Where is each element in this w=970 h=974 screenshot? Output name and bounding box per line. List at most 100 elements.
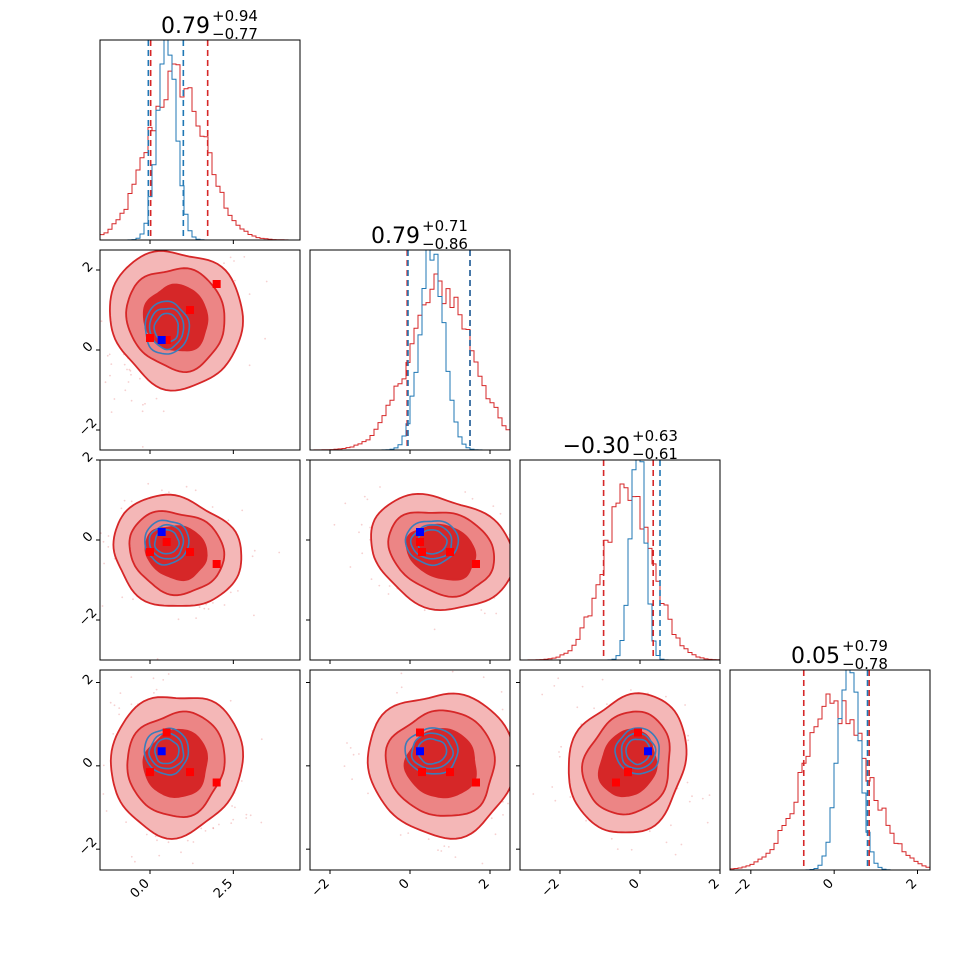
scatter-point [242, 226, 244, 228]
scatter-point [388, 585, 391, 587]
scatter-point [482, 676, 485, 679]
diag-frame-p3 [519, 459, 721, 661]
scatter-point [195, 617, 198, 619]
red-marker [624, 768, 632, 777]
panel-frame [99, 669, 301, 871]
blue-marker [416, 528, 424, 536]
scatter-point [606, 703, 608, 705]
blue-marker [644, 747, 652, 756]
scatter-point [630, 689, 632, 691]
scatter-point [120, 507, 123, 510]
title-minus-p4: −0.78 [842, 655, 888, 673]
red-marker [186, 306, 194, 314]
scatter-point [560, 745, 562, 748]
scatter-point [194, 489, 197, 492]
panel-plot-area-p2-p4 [343, 664, 552, 865]
scatter-point [232, 818, 235, 821]
scatter-point [241, 509, 244, 512]
scatter-point [512, 583, 514, 585]
scatter-point [139, 377, 141, 380]
scatter-point [200, 827, 203, 830]
diag-panel-p2: 0.79 +0.71−0.86 [309, 217, 511, 451]
scatter-point [78, 726, 80, 728]
scatter-point [367, 792, 369, 795]
scatter-point [553, 685, 556, 687]
scatter-point [344, 502, 347, 505]
scatter-point [507, 802, 509, 805]
scatter-point [541, 693, 544, 696]
scatter-point [198, 606, 201, 608]
scatter-point [494, 833, 497, 836]
title-plus-p2: +0.71 [422, 217, 468, 235]
scatter-point [481, 862, 484, 865]
scatter-point [528, 557, 530, 559]
scatter-point [260, 738, 263, 741]
scatter-point [100, 320, 103, 323]
red-marker [472, 778, 480, 787]
histogram-broad-p2 [310, 273, 510, 450]
scatter-point [237, 590, 239, 592]
scatter-point [349, 566, 352, 568]
scatter-point [113, 398, 116, 400]
scatter-point [684, 704, 686, 706]
scatter-point [234, 806, 236, 809]
title-median-p2: 0.79 [371, 224, 420, 249]
scatter-point [207, 608, 210, 610]
scatter-point [398, 666, 400, 668]
panel-p2-p3 [309, 459, 531, 661]
scatter-point [212, 827, 215, 829]
scatter-point [89, 557, 91, 559]
x-tick-label-p3: −2 [539, 876, 563, 900]
panel-p1-p4 [78, 669, 301, 877]
scatter-point [593, 707, 595, 710]
scatter-point [346, 742, 348, 744]
x-tick-label-p3: 0 [626, 876, 642, 892]
scatter-point [260, 821, 263, 824]
scatter-point [230, 822, 233, 824]
scatter-point [128, 368, 131, 371]
scatter-point [109, 701, 112, 704]
scatter-point [125, 821, 127, 823]
diag-plot-area-p1 [100, 40, 300, 240]
blue-contour-1 [410, 732, 455, 770]
scatter-point [234, 279, 236, 282]
scatter-point [127, 381, 130, 383]
scatter-point [529, 566, 531, 568]
scatter-point [249, 814, 252, 817]
scatter-point [423, 664, 425, 666]
scatter-point [167, 673, 170, 675]
blue-contour-2 [153, 528, 181, 555]
scatter-point [81, 358, 83, 360]
blue-contour-1 [409, 523, 453, 560]
scatter-point [569, 796, 572, 798]
scatter-point [370, 578, 373, 580]
scatter-point [585, 819, 587, 822]
scatter-point [541, 810, 543, 812]
scatter-point [153, 692, 155, 694]
scatter-point [161, 875, 163, 877]
title-median-p3: −0.30 [563, 434, 630, 459]
title-plus-p4: +0.79 [842, 637, 888, 655]
scatter-point [253, 614, 255, 617]
scatter-point [514, 764, 516, 766]
red-marker [186, 768, 194, 777]
scatter-point [62, 337, 64, 339]
scatter-point [107, 546, 110, 548]
contour-level-inner [144, 525, 208, 582]
blue-contour-0 [144, 300, 191, 355]
diag-frame-p1 [99, 39, 301, 241]
panel-plot-area-p2-p3 [333, 486, 531, 631]
scatter-point [229, 699, 232, 702]
scatter-point [550, 800, 552, 802]
scatter-point [130, 703, 133, 706]
scatter-point [142, 403, 144, 406]
blue-contour-1 [620, 732, 657, 770]
scatter-point [687, 734, 689, 737]
scatter-point [162, 679, 165, 681]
scatter-point [706, 821, 709, 824]
red-marker [416, 728, 424, 737]
scatter-point [107, 535, 110, 537]
diag-title-p1: 0.79 +0.94−0.77 [161, 7, 258, 43]
scatter-point [400, 672, 403, 675]
scatter-point [227, 519, 230, 522]
